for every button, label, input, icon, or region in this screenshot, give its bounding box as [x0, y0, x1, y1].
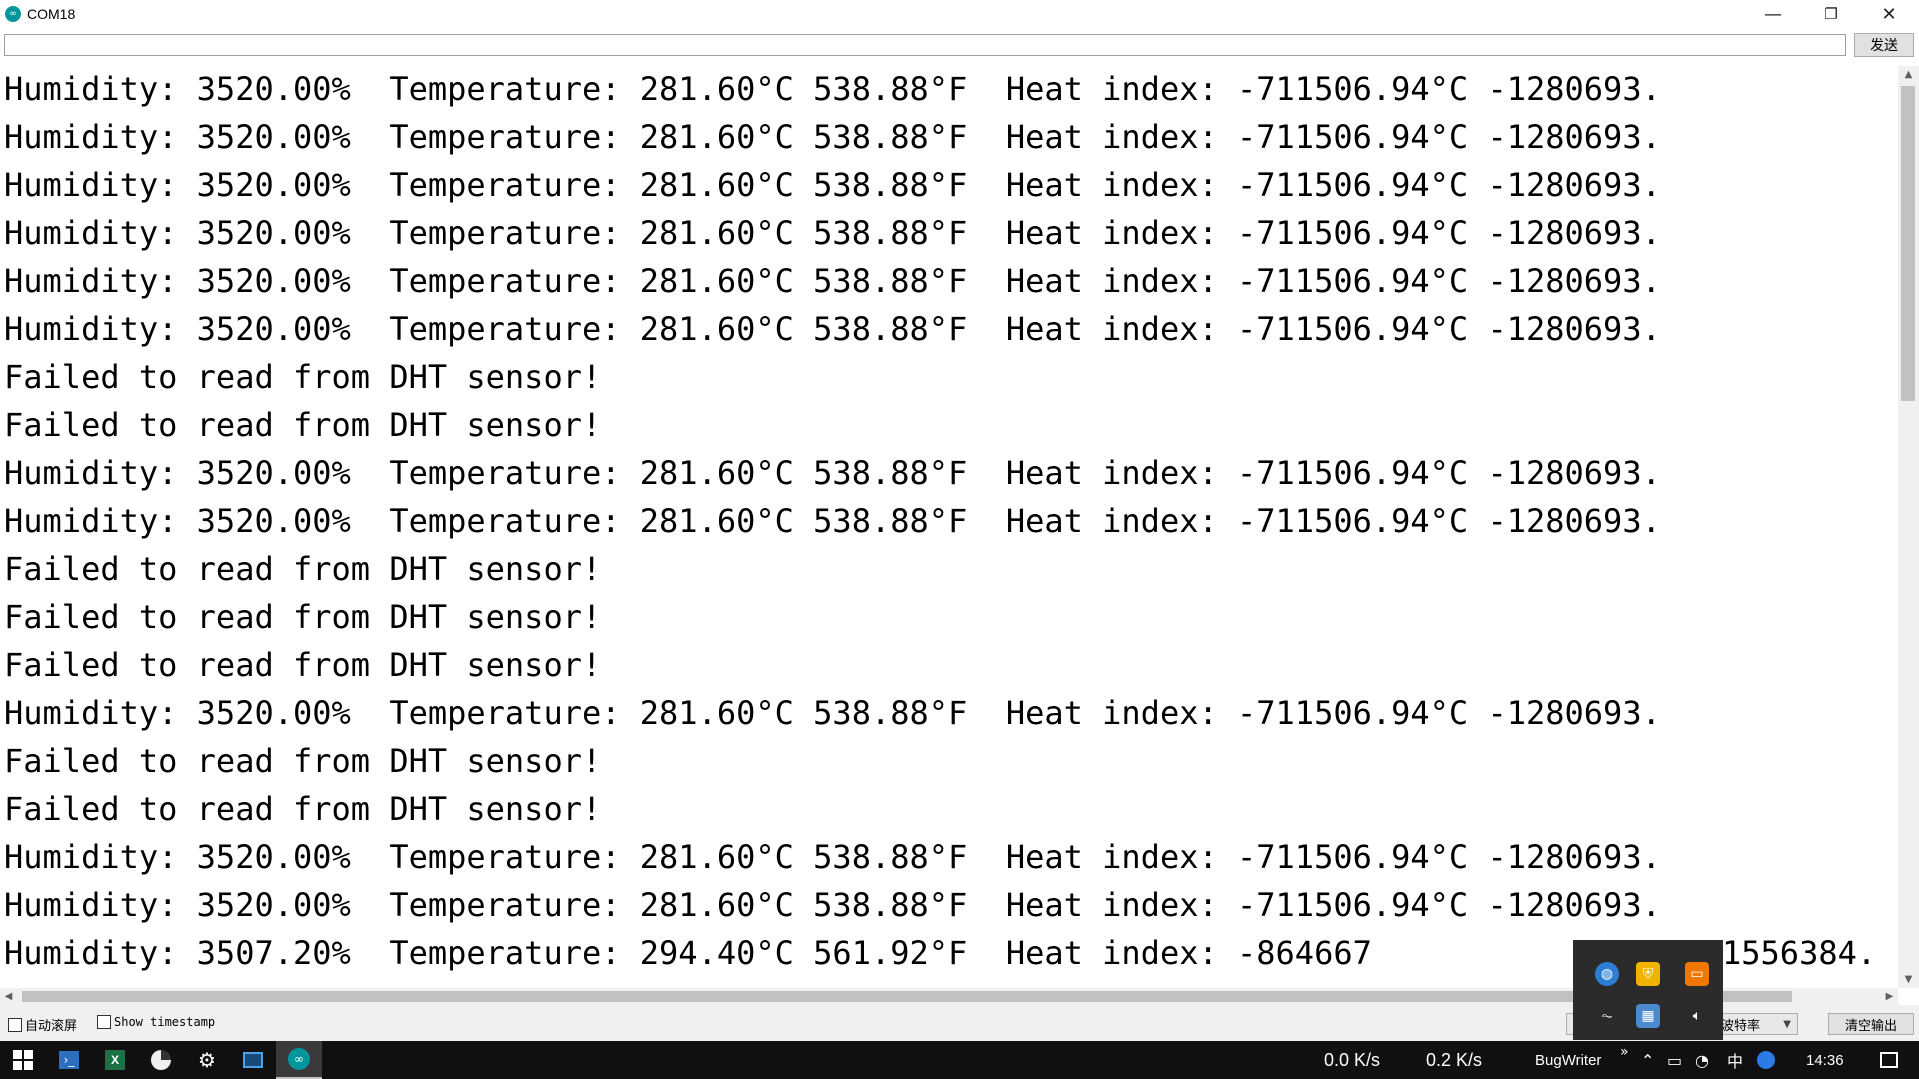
network-app-icon[interactable]: ▦: [1636, 1004, 1660, 1028]
window-app-icon[interactable]: [230, 1041, 276, 1079]
net-upload-speed: 0.0 K/s: [1324, 1049, 1381, 1070]
ime-app-icon[interactable]: [1751, 1041, 1781, 1079]
autoscroll-label: 自动滚屏: [25, 1018, 78, 1033]
scroll-down-icon[interactable]: ▼: [1904, 974, 1913, 985]
excel-icon[interactable]: X: [92, 1041, 138, 1079]
output-line: Failed to read from DHT sensor!: [4, 406, 602, 444]
checkbox-icon[interactable]: [8, 1017, 22, 1032]
arduino-icon: ∞: [5, 6, 21, 22]
taskbar: ›_ X ⚙ ∞ 0.0 K/s 0.2 K/s BugWriter » ⌃ ▭…: [0, 1041, 1919, 1079]
minimize-button[interactable]: —: [1764, 3, 1782, 25]
net-download-speed: 0.2 K/s: [1426, 1049, 1483, 1070]
show-hidden-icons-icon[interactable]: ⌃: [1641, 1050, 1655, 1070]
scroll-left-icon[interactable]: ◀: [4, 991, 13, 1002]
tray-overflow-popup: ◍ ⛨ ▭ ⏦ ▦ 🔈︎: [1573, 940, 1723, 1040]
powershell-icon[interactable]: ›_: [46, 1041, 92, 1079]
output-line: Failed to read from DHT sensor!: [4, 598, 602, 636]
send-bar: 发送: [0, 30, 1919, 62]
horizontal-scroll-thumb[interactable]: [22, 991, 1792, 1002]
scroll-up-icon[interactable]: ▲: [1904, 69, 1913, 80]
pie-app-icon[interactable]: [138, 1041, 184, 1079]
restore-button[interactable]: ❐: [1824, 5, 1838, 23]
wifi-icon[interactable]: ◔: [1695, 1050, 1709, 1070]
output-line-tail: 1556384.: [1722, 934, 1877, 972]
output-line: Humidity: 3520.00% Temperature: 281.60°C…: [4, 454, 1661, 492]
output-line: Humidity: 3507.20% Temperature: 294.40°C…: [4, 934, 1372, 972]
notification-center-icon[interactable]: [1866, 1041, 1912, 1079]
scroll-right-icon[interactable]: ▶: [1885, 991, 1894, 1002]
title-bar: ∞ COM18 — ❐ ✕: [0, 0, 1919, 28]
windows-start-icon[interactable]: [0, 1041, 46, 1079]
waveform-icon[interactable]: ⏦: [1601, 1008, 1613, 1024]
output-line: Humidity: 3520.00% Temperature: 281.60°C…: [4, 70, 1661, 108]
output-line: Humidity: 3520.00% Temperature: 281.60°C…: [4, 886, 1661, 924]
arduino-taskbar-icon[interactable]: ∞: [276, 1041, 322, 1079]
output-line: Humidity: 3520.00% Temperature: 281.60°C…: [4, 118, 1661, 156]
window-title: COM18: [27, 6, 76, 22]
taskbar-app-label[interactable]: BugWriter: [1535, 1051, 1602, 1069]
overflow-chevrons-icon[interactable]: »: [1620, 1044, 1629, 1060]
window-icon[interactable]: ▭: [1685, 962, 1709, 986]
output-line: Failed to read from DHT sensor!: [4, 646, 602, 684]
baud-rate-select[interactable]: 波特率 ▼: [1716, 1013, 1798, 1035]
output-line: Humidity: 3520.00% Temperature: 281.60°C…: [4, 214, 1661, 252]
vertical-scrollbar[interactable]: ▲ ▼: [1898, 66, 1919, 988]
ime-indicator[interactable]: 中: [1727, 1054, 1744, 1071]
send-button[interactable]: 发送: [1854, 33, 1914, 57]
output-line: Failed to read from DHT sensor!: [4, 550, 602, 588]
globe-icon[interactable]: ◍: [1595, 962, 1619, 986]
output-line: Failed to read from DHT sensor!: [4, 790, 602, 828]
checkbox-icon[interactable]: [97, 1015, 111, 1029]
shield-icon[interactable]: ⛨: [1636, 962, 1660, 986]
output-line: Failed to read from DHT sensor!: [4, 358, 602, 396]
baud-rate-label: 波特率: [1721, 1018, 1761, 1034]
close-button[interactable]: ✕: [1881, 3, 1897, 25]
serial-output[interactable]: Humidity: 3520.00% Temperature: 281.60°C…: [0, 66, 1898, 988]
autoscroll-checkbox[interactable]: 自动滚屏: [8, 1015, 77, 1034]
output-line: Humidity: 3520.00% Temperature: 281.60°C…: [4, 838, 1661, 876]
output-line: Humidity: 3520.00% Temperature: 281.60°C…: [4, 694, 1661, 732]
settings-gear-icon[interactable]: ⚙: [198, 1048, 216, 1072]
clear-output-button[interactable]: 清空输出: [1828, 1013, 1914, 1035]
timestamp-checkbox[interactable]: Show timestamp: [97, 1015, 215, 1029]
vertical-scroll-thumb[interactable]: [1901, 86, 1915, 401]
output-line: Humidity: 3520.00% Temperature: 281.60°C…: [4, 502, 1661, 540]
timestamp-label: Show timestamp: [114, 1015, 216, 1029]
serial-input[interactable]: [4, 34, 1846, 56]
horizontal-scrollbar[interactable]: ◀ ▶: [0, 988, 1898, 1005]
volume-icon[interactable]: 🔈︎: [1692, 1008, 1702, 1024]
battery-icon[interactable]: ▭: [1667, 1050, 1683, 1070]
output-line: Humidity: 3520.00% Temperature: 281.60°C…: [4, 262, 1661, 300]
output-line: Failed to read from DHT sensor!: [4, 742, 602, 780]
output-line: Humidity: 3520.00% Temperature: 281.60°C…: [4, 166, 1661, 204]
output-line: Humidity: 3520.00% Temperature: 281.60°C…: [4, 310, 1661, 348]
chevron-down-icon: ▼: [1783, 1018, 1791, 1030]
taskbar-clock[interactable]: 14:36: [1806, 1051, 1844, 1069]
